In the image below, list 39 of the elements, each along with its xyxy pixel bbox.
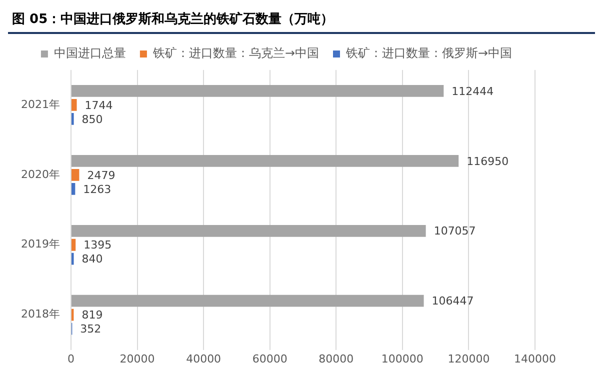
data-label: 107057	[434, 224, 476, 238]
y-tick-label: 2019年	[20, 238, 60, 251]
data-label: 819	[82, 308, 103, 322]
chart-title: 图 05：中国进口俄罗斯和乌克兰的铁矿石数量（万吨）	[8, 8, 595, 34]
legend-label: 中国进口总量	[54, 46, 126, 60]
x-tick-label: 120000	[448, 352, 490, 366]
y-tick-label: 2018年	[20, 308, 60, 321]
bar	[71, 294, 424, 307]
data-label: 850	[82, 112, 103, 126]
bar	[71, 308, 74, 321]
x-tick-label: 20000	[120, 352, 155, 366]
data-label: 1744	[84, 98, 113, 112]
data-label: 352	[80, 322, 102, 336]
x-tick-label: 0	[67, 352, 74, 366]
data-label: 116950	[466, 154, 509, 168]
bar	[71, 154, 459, 167]
bar	[71, 99, 77, 111]
bar	[71, 224, 426, 237]
bar	[71, 113, 74, 125]
legend-label: 铁矿：进口数量：俄罗斯→中国	[345, 46, 512, 60]
data-label: 1263	[83, 182, 112, 196]
bar	[71, 182, 76, 195]
y-tick-label: 2021年	[20, 98, 60, 111]
data-label: 2479	[87, 168, 116, 182]
data-label: 106447	[432, 294, 474, 308]
legend-label: 铁矿：进口数量：乌克兰→中国	[152, 46, 320, 60]
x-tick-label: 140000	[514, 352, 556, 366]
bar	[71, 252, 74, 265]
data-label: 112444	[452, 84, 494, 98]
bar	[71, 238, 76, 251]
bar	[71, 85, 444, 97]
x-tick-label: 100000	[381, 352, 424, 366]
x-tick-label: 80000	[318, 352, 354, 366]
y-tick-label: 2020年	[20, 168, 60, 181]
bar	[71, 168, 80, 181]
x-tick-label: 40000	[186, 352, 222, 366]
data-label: 840	[82, 252, 103, 266]
data-label: 1395	[84, 238, 112, 252]
x-tick-label: 60000	[252, 352, 288, 366]
